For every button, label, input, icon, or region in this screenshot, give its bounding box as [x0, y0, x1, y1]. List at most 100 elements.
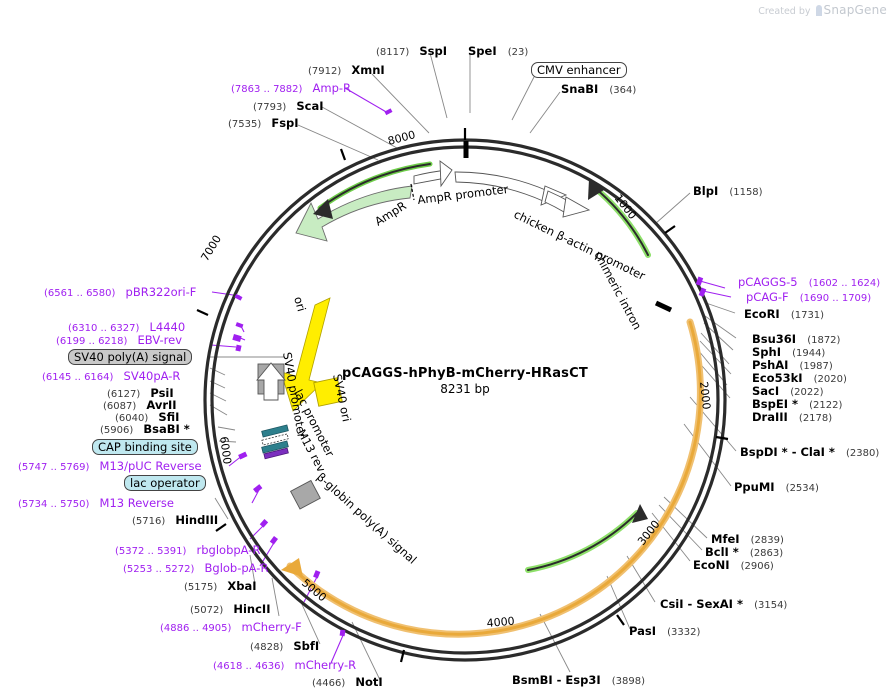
primer-name: mCherry-R — [294, 658, 357, 672]
primer-label-l4440[interactable]: (6310 .. 6327) L4440 — [68, 318, 185, 335]
primer-name: SV40pA-R — [123, 369, 181, 383]
site-label-bcli[interactable]: BclI * (2863) — [705, 543, 783, 560]
feature-ampr-arrow — [295, 161, 433, 242]
site-pos: (4466) — [312, 678, 346, 689]
primer-name: mCherry-F — [241, 620, 302, 634]
site-pos: (3154) — [754, 600, 788, 611]
site-label-bsu36i[interactable]: Bsu36I (1872) — [752, 330, 840, 347]
site-name: BsaBI * — [143, 422, 190, 436]
primer-label-pbr322ori-f[interactable]: (6561 .. 6580) pBR322ori-F — [44, 283, 196, 300]
primer-label-ebv-rev[interactable]: (6199 .. 6218) EBV-rev — [56, 331, 182, 348]
site-pos: (23) — [507, 47, 529, 58]
site-pos: (2178) — [798, 413, 833, 424]
site-label-fspi[interactable]: (7535) FspI — [228, 114, 299, 131]
feature-lac-region-markers — [261, 424, 289, 460]
site-label-pasi[interactable]: PasI (3332) — [629, 622, 700, 639]
primer-label-amp-r[interactable]: (7863 .. 7882) Amp-R — [231, 79, 351, 96]
feature-bglobin-polya-box — [289, 479, 321, 510]
site-pos: (5906) — [100, 425, 134, 436]
site-label-noti[interactable]: (4466) NotI — [312, 673, 383, 690]
feature-label-sv40-polya-signal[interactable]: SV40 poly(A) signal — [68, 348, 193, 366]
site-label-xmni[interactable]: (7912) XmnI — [308, 61, 385, 78]
site-label-mfei[interactable]: MfeI (2839) — [711, 530, 784, 547]
feature-name: lac operator — [124, 475, 206, 492]
site-label-econi[interactable]: EcoNI (2906) — [693, 556, 774, 573]
feature-label-bglobin-polya: β-globin poly(A) signal — [314, 470, 419, 567]
site-pos: (1944) — [792, 348, 826, 359]
site-pos: (7912) — [308, 66, 342, 77]
primer-label-rbglobpa-r[interactable]: (5372 .. 5391) rbglobpA-R — [115, 541, 260, 558]
site-label-pshai[interactable]: PshAI (1987) — [752, 356, 833, 373]
site-label-draiii[interactable]: DraIII (2178) — [752, 408, 832, 425]
site-name: BsmBI - Esp3I — [512, 673, 601, 687]
feature-label-cmv-enhancer[interactable]: CMV enhancer — [531, 61, 627, 79]
feature-sv40-promoter — [256, 362, 286, 401]
site-label-psii[interactable]: (6127) PsiI — [107, 384, 174, 401]
site-label-bspei[interactable]: BspEI * (2122) — [752, 395, 842, 412]
site-label-sphi[interactable]: SphI (1944) — [752, 343, 825, 360]
site-pos: (2122) — [809, 400, 843, 411]
site-pos: (6040) — [115, 413, 149, 424]
primer-label-sv40pa-r[interactable]: (6145 .. 6164) SV40pA-R — [42, 367, 180, 384]
site-pos: (5072) — [190, 605, 224, 616]
primer-pos: (4886 .. 4905) — [160, 623, 232, 634]
site-label-eco53ki[interactable]: Eco53kI (2020) — [752, 369, 847, 386]
site-label-blpi[interactable]: BlpI (1158) — [693, 182, 763, 199]
plasmid-backbone — [203, 138, 727, 662]
site-name: PasI — [629, 624, 657, 638]
plasmid-size: 8231 bp — [440, 382, 490, 396]
site-label-bsabi[interactable]: (5906) BsaBI * — [100, 420, 190, 437]
site-label-sspi[interactable]: (8117) SspI — [376, 42, 447, 59]
site-label-snabi[interactable]: SnaBI (364) — [561, 80, 636, 97]
primer-label-pcag-f[interactable]: pCAG-F (1690 .. 1709) — [746, 288, 871, 305]
feature-name: CAP binding site — [92, 439, 198, 456]
feature-label-cap-binding-site[interactable]: CAP binding site — [92, 438, 198, 456]
site-name: MfeI — [711, 532, 740, 546]
site-label-scai[interactable]: (7793) ScaI — [253, 97, 324, 114]
primer-pos: (1602 .. 1624) — [808, 278, 881, 289]
primer-pos: (5253 .. 5272) — [123, 564, 195, 575]
site-label-saci[interactable]: SacI (2022) — [752, 382, 824, 399]
primer-label-mcherry-r[interactable]: (4618 .. 4636) mCherry-R — [213, 656, 356, 673]
site-label-bspdi-clai[interactable]: BspDI * - ClaI * (2380) — [740, 443, 879, 460]
site-name: HindIII — [175, 513, 219, 527]
site-name: SnaBI — [561, 82, 599, 96]
site-label-bsmbi-esp3i[interactable]: BsmBI - Esp3I (3898) — [512, 671, 645, 688]
primer-label-m13-reverse[interactable]: (5734 .. 5750) M13 Reverse — [18, 494, 174, 511]
primer-name: pCAGGS-5 — [738, 275, 798, 289]
site-label-hindiii[interactable]: (5716) HindIII — [132, 511, 218, 528]
primer-label-m13-puc-reverse[interactable]: (5747 .. 5769) M13/pUC Reverse — [18, 457, 202, 474]
site-pos: (3898) — [611, 676, 645, 687]
feature-sv40-ori-box — [313, 377, 343, 407]
site-label-sfii[interactable]: (6040) SfiI — [115, 408, 179, 425]
site-label-xbai[interactable]: (5175) XbaI — [184, 577, 257, 594]
primer-backbone-ticks — [232, 108, 707, 637]
primer-name: M13 Reverse — [99, 496, 174, 510]
site-label-avrii[interactable]: (6087) AvrII — [103, 396, 177, 413]
primer-name: pBR322ori-F — [125, 285, 197, 299]
site-pos: (364) — [609, 85, 637, 96]
site-label-ppumi[interactable]: PpuMI (2534) — [734, 478, 819, 495]
site-name: PshAI — [752, 358, 789, 372]
site-label-spei[interactable]: SpeI (23) — [468, 42, 528, 59]
site-name: SspI — [419, 44, 447, 58]
primer-pos: (6561 .. 6580) — [44, 288, 116, 299]
primer-label-pcaggs-5[interactable]: pCAGGS-5 (1602 .. 1624) — [738, 273, 880, 290]
site-label-hincii[interactable]: (5072) HincII — [190, 600, 271, 617]
feature-chimeric-intron-arrow — [588, 179, 651, 258]
site-label-sbfi[interactable]: (4828) SbfI — [250, 637, 319, 654]
primer-label-bglob-pa-r[interactable]: (5253 .. 5272) Bglob-pA-R — [123, 559, 268, 576]
snapgene-bookmark-icon — [815, 5, 822, 16]
site-label-csii-sexai[interactable]: CsiI - SexAI * (3154) — [660, 595, 787, 612]
feature-ampr-promoter-head — [439, 160, 453, 188]
site-name: NotI — [355, 675, 383, 689]
site-pos: (4828) — [250, 642, 284, 653]
site-pos: (1987) — [799, 361, 833, 372]
feature-label-lac-operator[interactable]: lac operator — [124, 474, 206, 492]
site-label-ecori[interactable]: EcoRI (1731) — [744, 305, 824, 322]
primer-label-mcherry-f[interactable]: (4886 .. 4905) mCherry-F — [160, 618, 302, 635]
feature-green-subarc — [525, 504, 648, 573]
feature-insert-arc — [281, 318, 704, 638]
